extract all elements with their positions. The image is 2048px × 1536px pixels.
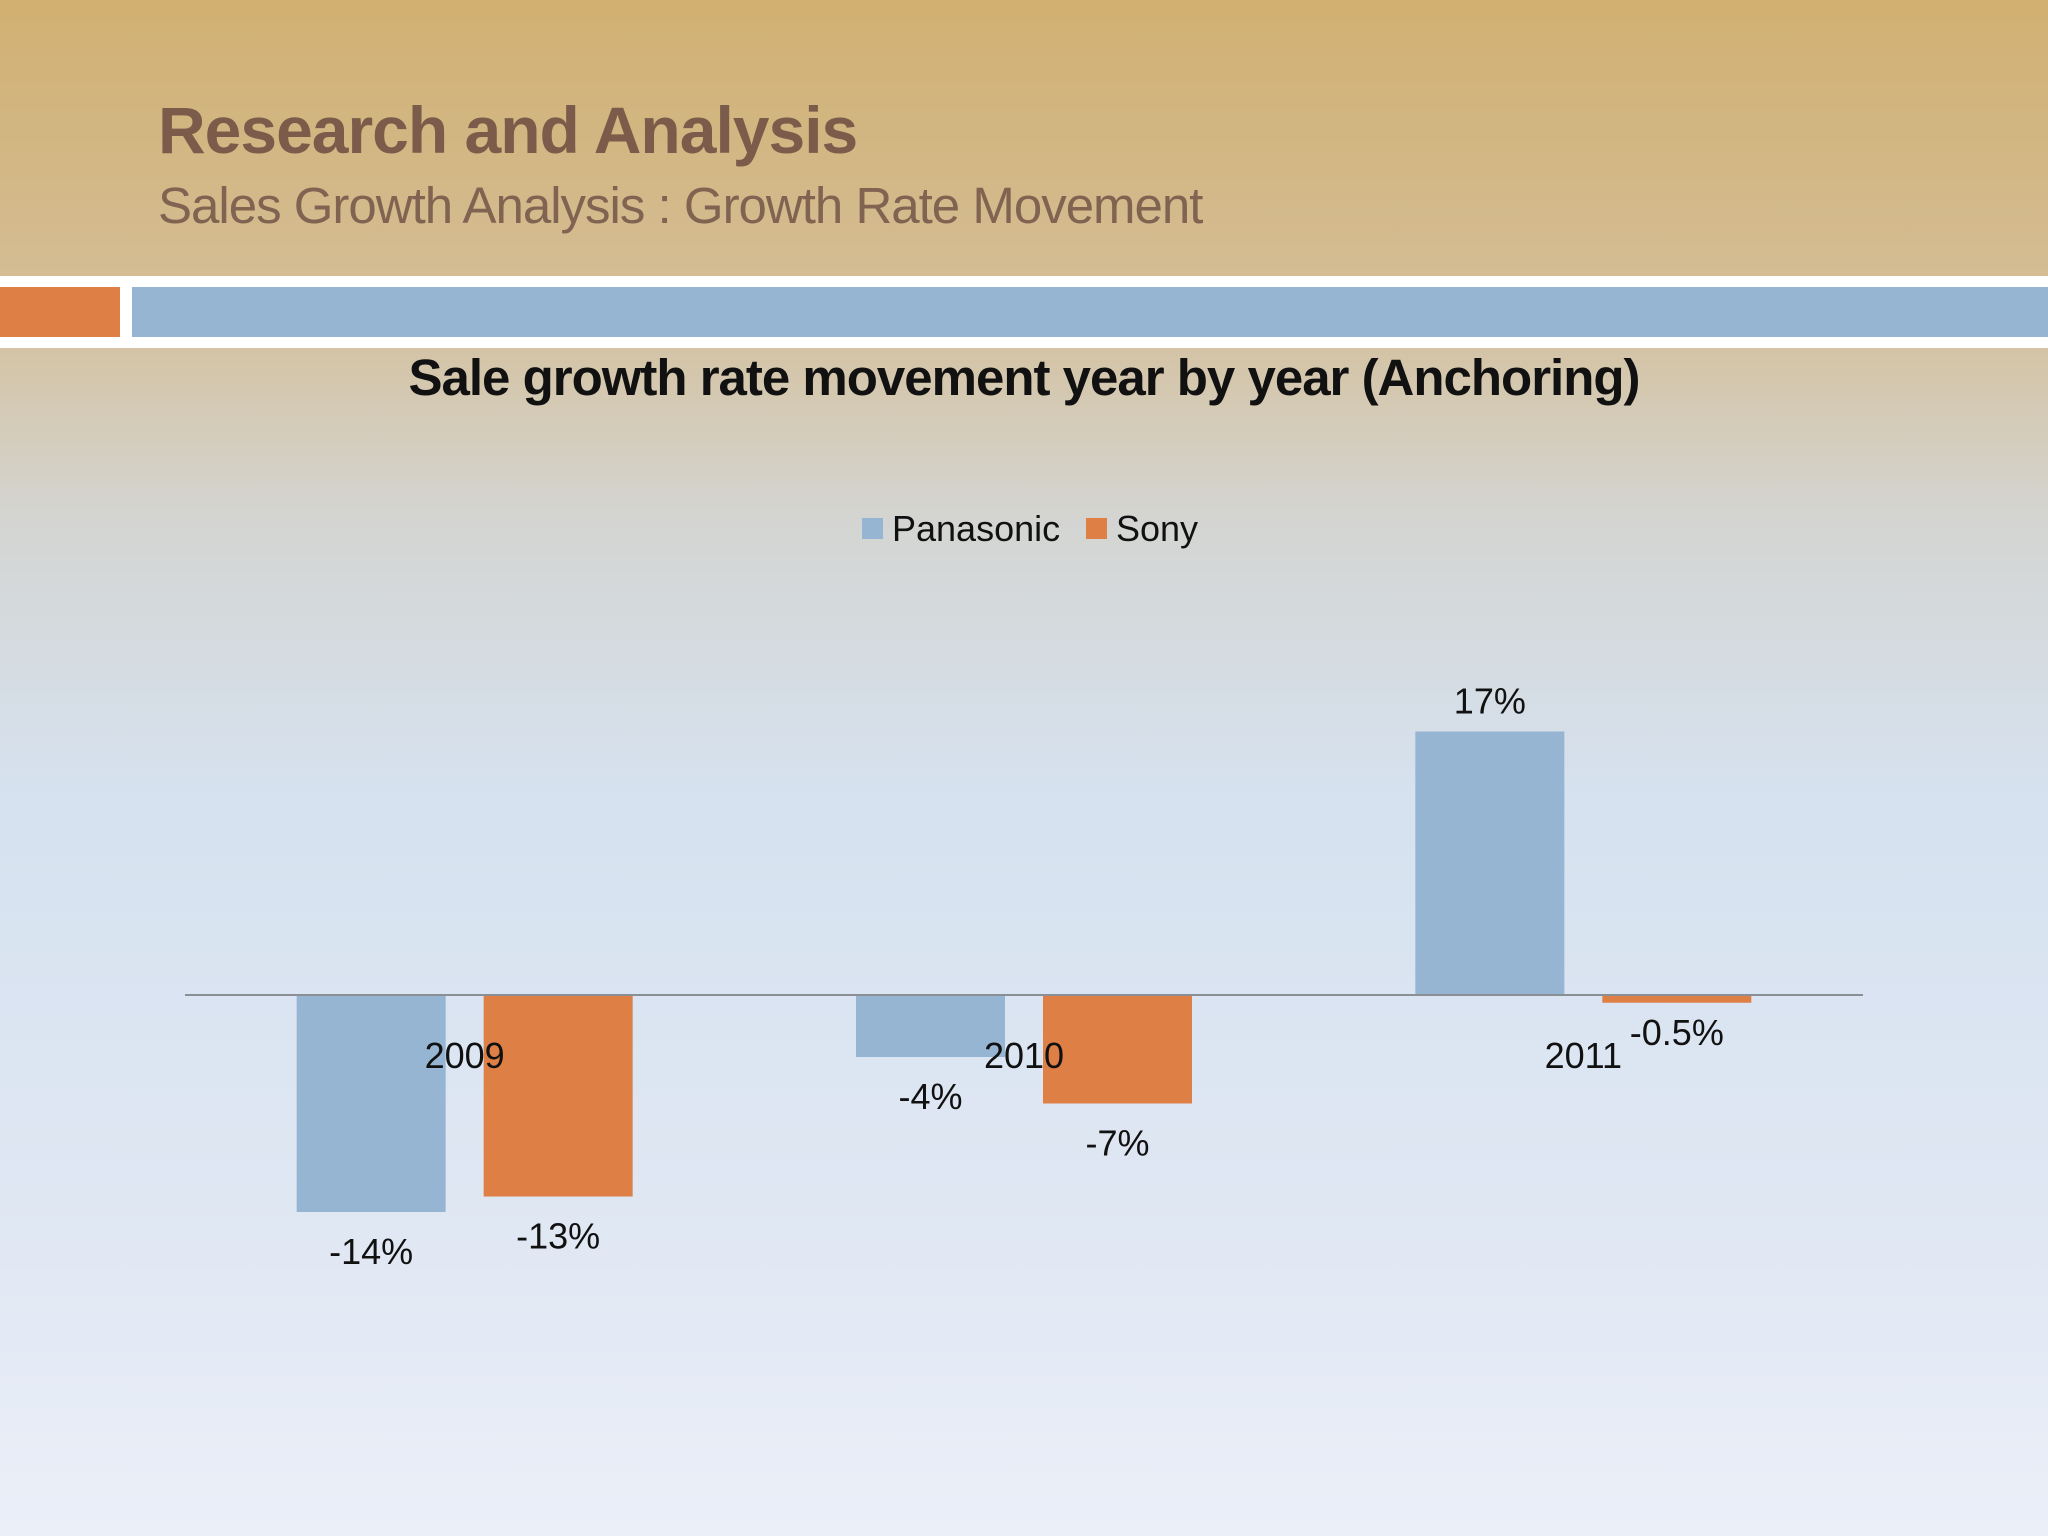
slide-title: Research and Analysis bbox=[158, 93, 858, 167]
x-tick-label-2010: 2010 bbox=[984, 1035, 1064, 1076]
legend-swatch-panasonic bbox=[862, 518, 883, 539]
data-label-panasonic-2009: -14% bbox=[329, 1231, 413, 1272]
x-tick-label-2011: 2011 bbox=[1545, 1035, 1622, 1076]
bar-panasonic-2011 bbox=[1415, 731, 1565, 995]
data-label-sony-2010: -7% bbox=[1085, 1123, 1149, 1164]
chart-title: Sale growth rate movement year by year (… bbox=[408, 349, 1640, 406]
legend-label-panasonic: Panasonic bbox=[892, 508, 1060, 549]
bar-panasonic-2009 bbox=[296, 995, 446, 1212]
data-label-sony-2009: -13% bbox=[516, 1216, 600, 1257]
bar-sony-2009 bbox=[483, 995, 633, 1197]
chart-legend: Panasonic Sony bbox=[862, 508, 1198, 549]
legend-label-sony: Sony bbox=[1116, 508, 1198, 549]
accent-bar-blue bbox=[132, 287, 2048, 337]
bar-sony-2010 bbox=[1043, 995, 1192, 1104]
accent-block-orange bbox=[0, 287, 120, 337]
data-label-panasonic-2010: -4% bbox=[898, 1076, 962, 1117]
slide-subtitle: Sales Growth Analysis : Growth Rate Move… bbox=[158, 177, 1203, 234]
bar-panasonic-2010 bbox=[856, 995, 1005, 1057]
legend-swatch-sony bbox=[1086, 518, 1107, 539]
data-label-panasonic-2011: 17% bbox=[1454, 681, 1526, 722]
data-label-sony-2011: -0.5% bbox=[1630, 1012, 1724, 1053]
bar-sony-2011 bbox=[1602, 995, 1752, 1003]
plot-area: -14% -13% 2009 -4% -7% 2010 17% -0.5%2011 bbox=[185, 681, 1863, 1272]
x-tick-label-2009: 2009 bbox=[425, 1035, 505, 1076]
